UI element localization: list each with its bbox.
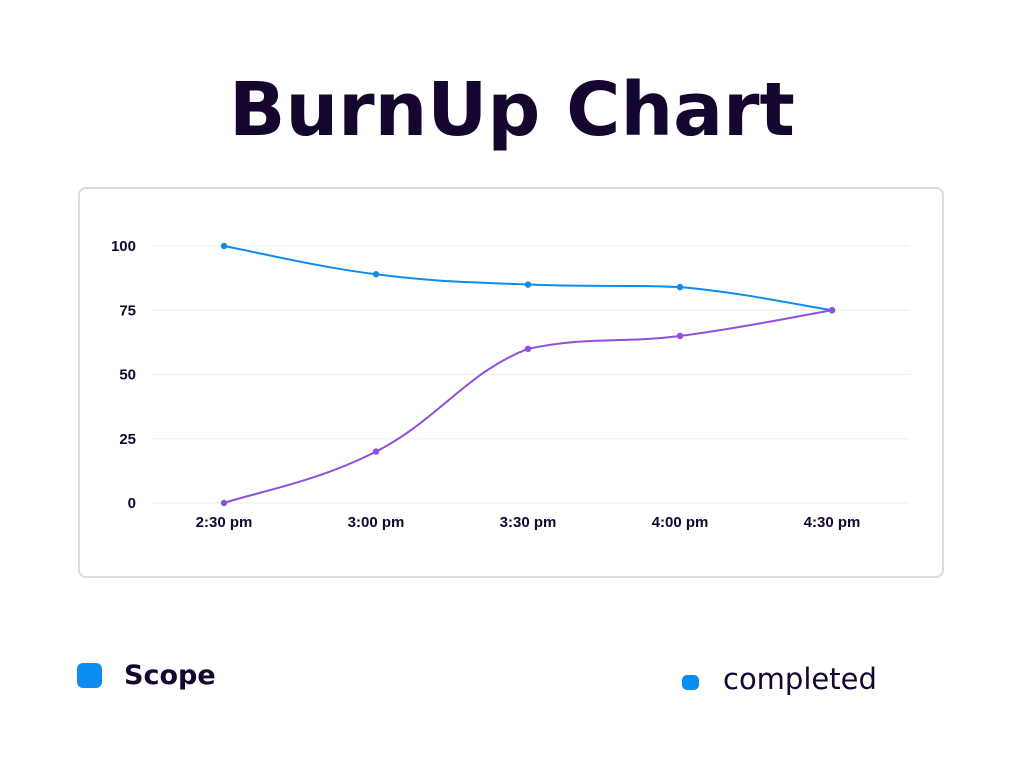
x-tick-label-3: 4:00 pm [652,514,709,531]
data-point-completed-4 [828,307,836,314]
x-axis-ticks: 2:30 pm 3:00 pm 3:30 pm 4:00 pm 4:30 pm [196,514,861,531]
series-line-scope [223,245,833,312]
grid-lines [150,245,910,504]
data-point-scope-0 [220,242,228,250]
data-point-completed-0 [220,499,228,507]
burnup-chart: 0 25 50 75 100 2:30 pm 3:00 pm 3:30 pm 4:00 pm 4… [111,238,910,531]
x-tick-label-2: 3:30 pm [500,514,557,531]
series-line-completed [223,309,833,504]
y-tick-label-25: 25 [119,431,136,448]
y-tick-label-75: 75 [119,302,136,319]
x-tick-label-0: 2:30 pm [196,514,253,531]
data-point-completed-3 [676,332,684,340]
legend-swatch-scope [77,663,102,688]
y-tick-label-100: 100 [111,238,136,255]
y-tick-label-50: 50 [119,367,136,384]
legend-item-completed[interactable]: completed [682,662,877,696]
legend-label-completed: completed [723,662,877,696]
series-lines [220,242,836,507]
legend-label-scope: Scope [124,660,216,691]
data-point-completed-2 [524,345,532,352]
data-point-scope-3 [676,283,684,291]
legend-swatch-completed [682,674,699,690]
data-point-scope-1 [372,271,380,278]
chart-title: BurnUp Chart [229,67,795,153]
data-point-completed-1 [372,448,380,455]
y-axis-ticks: 0 25 50 75 100 [111,238,136,512]
data-point-scope-2 [524,281,532,288]
legend-item-scope[interactable]: Scope [77,660,216,691]
y-tick-label-0: 0 [128,495,136,512]
x-tick-label-1: 3:00 pm [348,514,405,531]
chart-card: 0 25 50 75 100 2:30 pm 3:00 pm 3:30 pm 4:00 pm 4… [78,187,944,578]
x-tick-label-4: 4:30 pm [804,514,861,531]
